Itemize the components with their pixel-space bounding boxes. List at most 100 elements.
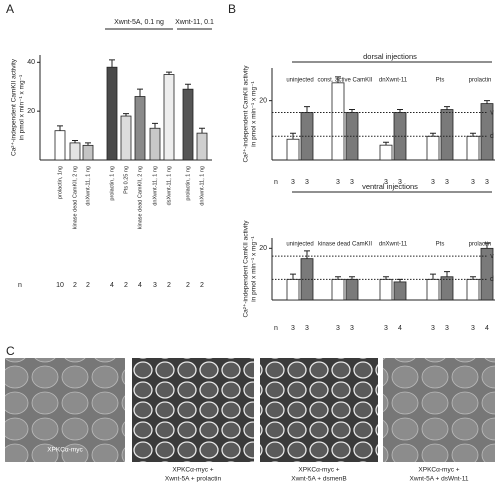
error-bar [444,271,450,277]
reference-label: v [490,253,494,260]
bar [440,276,454,301]
bar [426,278,440,301]
n-value: 3 [350,179,354,186]
category-label: dnXwnt-11, 1 ng [85,166,91,206]
n-value: 4 [398,325,402,332]
n-label: n [274,179,278,186]
n-value: 10 [56,282,64,289]
n-value: 3 [445,325,449,332]
n-value: 4 [110,282,114,289]
bar [440,109,454,161]
micrograph [260,358,378,462]
n-value: 3 [485,179,489,186]
n-value: 2 [167,282,171,289]
n-value: 3 [153,282,157,289]
bar [134,96,146,161]
bar [286,278,300,301]
y-axis-label: in pmol x min⁻¹ x mg⁻¹ [251,235,258,301]
n-value: 2 [124,282,128,289]
error-bar [304,106,310,113]
n-value: 4 [485,325,489,332]
image-caption: XPKCα-myc [47,447,83,454]
error-bar [185,83,191,90]
image-caption: XPKCα-myc + [298,467,339,474]
n-value: 3 [350,325,354,332]
y-axis-label: Ca²⁺-independent CamKII activity [243,220,250,318]
micrograph [383,358,495,462]
bar [182,88,194,161]
group-label: Xwnt-11, 0.1 [175,19,214,26]
micrograph [5,358,125,462]
image-caption: Xwnt-5A + dsWnt-11 [410,476,469,483]
bar [286,138,300,161]
bar [466,135,480,161]
error-bar [152,122,158,129]
error-bar [430,132,436,137]
category-label: prolactin, 1 ng [185,166,191,201]
bar [120,115,132,161]
n-value: 3 [305,325,309,332]
bar [331,278,345,301]
y-axis-label: in pmol x min⁻¹ x mg⁻¹ [19,74,26,140]
error-bar [484,100,490,104]
error-bar [199,127,205,134]
error-bar [85,142,91,146]
error-bar [349,109,355,113]
n-value: 3 [398,179,402,186]
bar [82,144,94,161]
bar [379,278,393,301]
category-label: prolactin, 1 ng [109,166,115,201]
category-label: Pts [436,242,445,248]
panel-letter: A [6,2,14,16]
bar [426,135,440,161]
image-caption: XPKCα-myc + [418,467,459,474]
n-label: n [18,282,22,289]
error-bar [57,125,63,131]
n-value: 3 [471,325,475,332]
error-bar [383,141,389,146]
reference-label: v [490,109,494,116]
image-caption: Xwnt-5A + prolactin [165,476,222,483]
bar [106,66,118,161]
bar [379,144,393,161]
error-bar [430,273,436,280]
error-bar [72,139,78,143]
category-label: Pts 0.25 ng [123,166,129,194]
n-value: 3 [384,325,388,332]
reference-label: d [490,133,494,140]
error-bar [166,71,172,75]
n-value: 3 [336,325,340,332]
n-value: 3 [336,179,340,186]
n-value: 2 [200,282,204,289]
bar [163,74,175,161]
y-axis-label: Ca²⁺-independent CamKII activity [243,65,250,163]
error-bar [290,273,296,280]
error-bar [444,106,450,110]
y-tick-label: 20 [259,245,267,252]
bar [466,278,480,301]
category-label: kinase dead CamKII, 2 ng [72,166,78,229]
n-value: 3 [445,179,449,186]
category-label: uninjected [286,242,313,248]
panel-letter: C [6,344,15,358]
bar [393,281,407,301]
category-label: Pts [436,78,445,84]
n-value: 3 [291,179,295,186]
category-label: prolactin [469,242,492,248]
category-label: dsXwnt-11, 1 ng [166,166,172,205]
panel-letter: B [228,2,236,16]
group-label: dorsal injections [363,52,417,61]
bar [331,82,345,161]
error-bar [109,59,115,68]
y-axis-label: Ca²⁺-independent CamKII activity [11,58,18,156]
bar [54,130,66,161]
group-label: Xwnt-5A, 0.1 ng [114,19,164,26]
n-value: 2 [186,282,190,289]
category-label: dnXwnt-11 [379,242,408,248]
y-axis-label: in pmol x min⁻¹ x mg⁻¹ [251,80,258,146]
category-label: dnXwnt-11 [379,78,408,84]
category-label: dnXwnt-11, 1 ng [199,166,205,206]
error-bar [349,276,355,280]
n-value: 2 [73,282,77,289]
